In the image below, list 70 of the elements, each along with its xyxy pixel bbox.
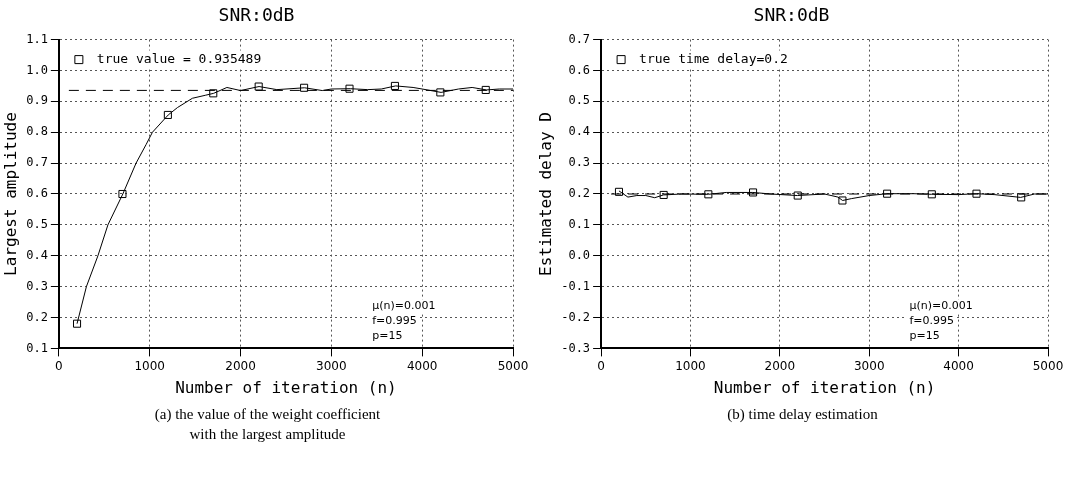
- x-tick-label: 1000: [675, 358, 706, 373]
- y-tick-label: -0.1: [561, 278, 591, 293]
- point: [838, 196, 847, 205]
- y-tick-label: 0.2: [26, 309, 48, 324]
- y-tick-label: 1.1: [26, 31, 48, 46]
- y-tick-label: -0.2: [561, 309, 591, 324]
- y-tick-label: 0.9: [26, 93, 48, 108]
- chart-title: SNR:0dB: [218, 4, 295, 26]
- point: [972, 189, 981, 198]
- x-tick-label: 4000: [406, 358, 438, 373]
- x-tick-label: 3000: [316, 358, 347, 373]
- y-tick-label: 0.3: [26, 278, 48, 293]
- x-tick-label: 5000: [1032, 358, 1064, 373]
- x-tick-label: 4000: [943, 358, 974, 373]
- point: [704, 190, 713, 199]
- point: [73, 319, 82, 328]
- x-tick-label: 0: [597, 358, 605, 373]
- annotation: p=15: [372, 329, 403, 343]
- point: [254, 82, 263, 91]
- y-tick-label: 0.8: [26, 124, 48, 139]
- y-tick-label: 0.5: [26, 217, 48, 232]
- point: [883, 189, 892, 198]
- y-tick-label: -0.3: [561, 340, 591, 355]
- x-tick-label: 1000: [134, 358, 165, 373]
- annotation: f=0.995: [372, 314, 417, 328]
- y-tick-label: 0.0: [568, 247, 591, 262]
- point: [118, 189, 127, 199]
- y-tick-label: 0.5: [568, 93, 591, 108]
- point: [300, 83, 309, 92]
- point: [749, 188, 758, 197]
- point: [614, 187, 624, 196]
- legend-label: true value = 0.935489: [96, 50, 262, 66]
- y-tick-label: 0.7: [26, 155, 48, 170]
- text: (a) the value of the weight coefficient with the largest amplitude: [153, 405, 382, 444]
- y-tick-label: 0.4: [568, 124, 591, 139]
- x-tick-label: 0: [55, 358, 63, 373]
- legend-label: true time delay=0.2: [639, 50, 788, 66]
- y-axis-title: Estimated delay D: [535, 112, 555, 276]
- y-tick-label: 0.2: [568, 186, 591, 201]
- x-axis-title: Number of iteration (n): [713, 377, 936, 397]
- point: [163, 110, 172, 119]
- text: (b) time delay estimation: [726, 405, 879, 424]
- y-tick-label: 0.1: [26, 340, 48, 355]
- point: [209, 89, 218, 98]
- point: [436, 88, 445, 97]
- annotation: μ(n)=0.001: [372, 299, 436, 313]
- annotation: f=0.995: [909, 314, 955, 328]
- y-tick-label: 0.1: [568, 217, 591, 232]
- point: [1017, 193, 1026, 202]
- point: [390, 81, 399, 90]
- annotation: μ(n)=0.001: [909, 299, 973, 313]
- x-tick-label: 2000: [764, 358, 796, 373]
- point: [659, 190, 668, 199]
- point: [345, 84, 354, 93]
- y-tick-label: 0.3: [568, 155, 591, 170]
- y-tick-label: 0.6: [26, 186, 48, 201]
- y-axis-title: Largest amplitude: [0, 112, 20, 276]
- x-tick-label: 2000: [225, 358, 256, 373]
- x-axis-title: Number of iteration (n): [175, 377, 397, 397]
- point: [481, 85, 490, 94]
- y-tick-label: 0.7: [568, 31, 591, 46]
- y-tick-label: 0.6: [568, 62, 591, 77]
- point: [793, 191, 802, 200]
- y-tick-label: 1.0: [26, 62, 48, 77]
- point: [927, 190, 936, 199]
- x-tick-label: 5000: [497, 358, 529, 373]
- annotation: p=15: [909, 329, 940, 343]
- x-tick-label: 3000: [853, 358, 885, 373]
- y-tick-label: 0.4: [26, 247, 48, 262]
- chart-title: SNR:0dB: [753, 4, 830, 26]
